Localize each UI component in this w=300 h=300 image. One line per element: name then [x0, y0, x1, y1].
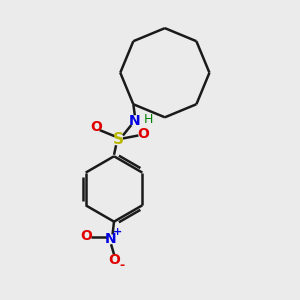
Text: S: S: [113, 132, 124, 147]
Text: +: +: [113, 227, 122, 237]
Text: N: N: [129, 114, 141, 128]
Text: H: H: [143, 112, 153, 126]
Text: O: O: [90, 119, 102, 134]
Text: O: O: [81, 229, 93, 243]
Text: N: N: [105, 232, 117, 246]
Text: -: -: [120, 259, 125, 272]
Text: O: O: [108, 253, 120, 267]
Text: O: O: [137, 127, 149, 141]
